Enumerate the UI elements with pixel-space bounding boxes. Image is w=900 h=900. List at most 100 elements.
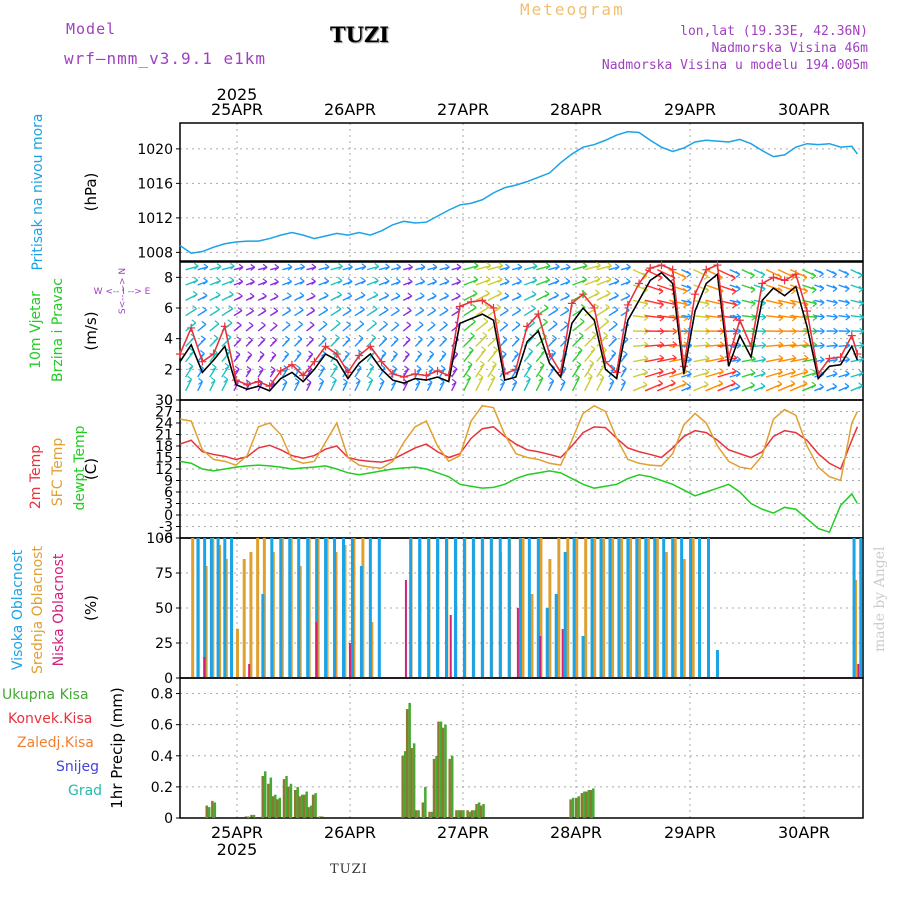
cloud-bar-high (507, 538, 511, 678)
wind-arrow-head (214, 320, 220, 328)
wind-arrow-head (514, 350, 519, 358)
wind-arrow-head (346, 321, 351, 329)
wind-arrow (705, 344, 725, 348)
wind-arrow-head (819, 299, 825, 307)
wind-arrow (778, 344, 797, 348)
cloud-bar-mid (521, 538, 525, 678)
x-tick-label-bottom: 30APR (778, 823, 830, 842)
wind-arrow-head (497, 289, 502, 297)
cloud-bar-high (359, 566, 363, 678)
wind-arrow-head (262, 278, 268, 286)
wind-arrow-head (552, 334, 557, 342)
wind-arrow-head (599, 373, 605, 381)
cloud-bar-high (536, 538, 540, 678)
wind-arrow-head (188, 362, 194, 370)
precip-bar-conv (470, 810, 474, 818)
x-tick-label-top: 28APR (550, 100, 602, 119)
wind-arrow (826, 344, 838, 348)
cloud-bar-high (368, 538, 372, 678)
wind-arrow-head (419, 292, 425, 300)
wind-arrow-head (750, 272, 755, 280)
wind-arrow-head (229, 276, 235, 284)
wind-arrow (838, 299, 850, 304)
wind-arrow-head (272, 336, 277, 344)
wind-arrow-head (358, 334, 364, 342)
wind-arrow-head (361, 263, 367, 271)
wind-arrow (559, 381, 566, 392)
cloud-bar-mid (575, 538, 579, 678)
y-tick-label: 0.8 (151, 687, 173, 703)
wind-arrow (221, 265, 235, 271)
y-tick-label: 6 (164, 301, 173, 317)
panel-unit-wind: (m/s) (82, 311, 100, 350)
wind-arrow-head (483, 317, 489, 325)
precip-bar-conv (441, 727, 445, 818)
wind-arrow-head (192, 305, 197, 313)
wind-arrow-head (210, 376, 216, 384)
wind-arrow (644, 284, 664, 292)
wind-arrow-head (274, 263, 280, 271)
wind-arrow-head (345, 335, 351, 343)
wind-arrow-head (372, 305, 378, 313)
precip-bar-total (468, 811, 472, 818)
cloud-bar-high (306, 538, 310, 678)
wind-arrow (753, 299, 766, 304)
wind-arrow-head (337, 277, 343, 285)
wind-arrow-head (223, 375, 229, 383)
precip-bar-total (583, 791, 586, 818)
wind-arrow-head (735, 382, 741, 390)
wind-arrow (596, 349, 607, 363)
wind-arrow-head (760, 370, 766, 377)
wind-arrow-head (456, 263, 462, 271)
wind-arrow-head (819, 284, 825, 292)
series-wind_gust-top (179, 264, 859, 387)
wind-arrow-head (527, 362, 532, 370)
wind-arrow (850, 344, 864, 348)
wind-arrow-head (355, 377, 361, 385)
wind-arrow (523, 365, 533, 378)
wind-arrow-head (605, 289, 611, 297)
wind-arrow (705, 269, 723, 279)
precip-bar-total (408, 702, 411, 818)
wind-arrow (669, 284, 688, 292)
precip-bar-conv (401, 755, 404, 818)
wind-arrow-head (384, 291, 390, 299)
y-tick-label: 8 (164, 270, 173, 286)
wind-arrow-head (735, 270, 741, 278)
wind-arrow (705, 314, 725, 319)
wind-arrow (838, 314, 850, 318)
wind-arrow (632, 358, 649, 363)
wind-arrow-head (516, 292, 522, 300)
wind-arrow (366, 265, 379, 271)
wind-arrow-head (803, 287, 808, 295)
wind-arrow-head (234, 365, 240, 373)
wind-arrow-head (614, 277, 620, 285)
wind-arrow (535, 377, 544, 392)
wind-arrow-head (591, 331, 597, 339)
wind-arrow (535, 364, 545, 378)
precip-bar-conv (307, 807, 310, 818)
cloud-bar-mid (539, 538, 543, 678)
wind-arrow-head (719, 368, 724, 376)
wind-arrow (330, 265, 343, 271)
cloud-bar-high (223, 538, 227, 678)
wind-arrow-head (539, 361, 545, 369)
cloud-bar-high (427, 538, 431, 678)
wind-arrow-head (803, 368, 809, 376)
wind-arrow (523, 378, 531, 392)
wind-arrow-head (260, 336, 266, 344)
wind-arrow-head (643, 355, 649, 363)
wind-arrow-head (604, 317, 609, 325)
wind-arrow (366, 379, 374, 392)
wind-arrow-head (284, 350, 289, 358)
wind-arrow (669, 269, 687, 279)
wind-arrow (390, 266, 401, 271)
cloud-bar-low (516, 608, 519, 678)
wind-arrow-head (336, 305, 342, 313)
wind-arrow-head (845, 313, 851, 321)
y-tick-label: 27 (155, 405, 173, 421)
wind-arrow (656, 284, 676, 293)
precip-bar-total (577, 796, 580, 818)
precip-bar-conv (211, 800, 214, 818)
wind-arrow-head (324, 263, 330, 271)
